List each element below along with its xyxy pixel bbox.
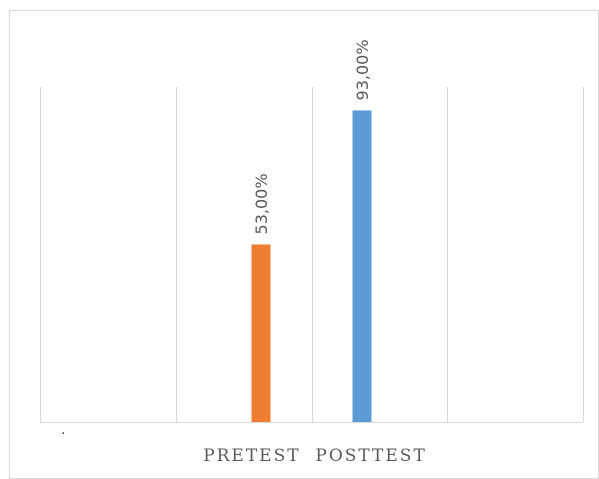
gridlines <box>40 87 584 422</box>
stray-mark: . <box>61 422 65 438</box>
bar-pretest <box>251 244 271 422</box>
data-label-pretest: 53,00% <box>252 173 271 234</box>
chart-border <box>9 10 599 479</box>
category-axis-label: PRETEST POSTTEST <box>203 446 427 466</box>
data-label-posttest: 93,00% <box>353 39 372 100</box>
bar-posttest <box>352 110 372 422</box>
data-labels: 53,00% 93,00% <box>252 39 372 234</box>
bars <box>251 110 372 422</box>
